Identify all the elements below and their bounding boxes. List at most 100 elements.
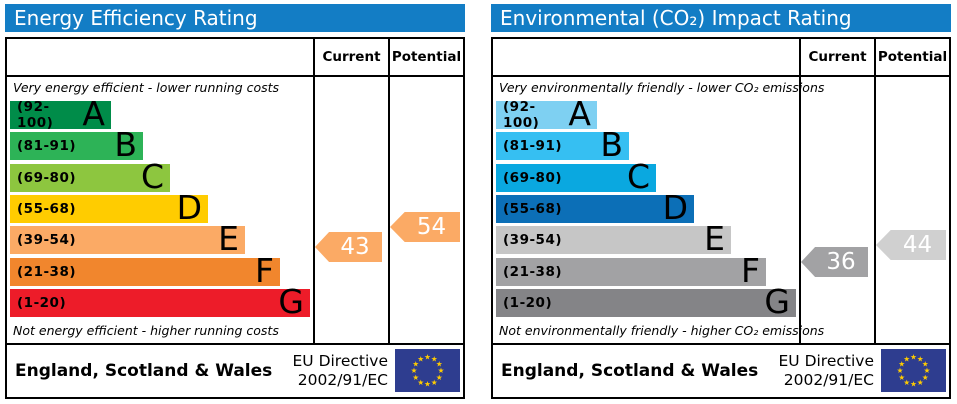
svg-text:★: ★ <box>922 373 929 382</box>
svg-text:★: ★ <box>922 359 929 368</box>
current-column-header: Current <box>808 49 867 65</box>
header-divider <box>7 75 463 77</box>
svg-text:★: ★ <box>910 353 917 362</box>
band-range-label: (69-80) <box>17 170 77 186</box>
eu-directive-line1: EU Directive <box>292 352 389 370</box>
svg-text:★: ★ <box>417 378 424 387</box>
rating-chart: Current Potential Very environmentally f… <box>493 39 949 345</box>
band-range-label: (81-91) <box>17 138 77 154</box>
current-rating-arrow: 36 <box>801 247 868 277</box>
panel-title: Energy Efficiency Rating <box>5 4 465 32</box>
environmental-impact-panel: Environmental (CO₂) Impact Rating Curren… <box>491 4 951 399</box>
band-letter: B <box>600 124 623 164</box>
band-range-label: (55-68) <box>17 201 77 217</box>
rating-chart-frame: Current Potential Very environmentally f… <box>491 37 951 399</box>
eu-directive-line2: 2002/91/EC <box>297 371 388 389</box>
region-label: England, Scotland & Wales <box>15 361 273 381</box>
rating-chart-frame: Current Potential Very energy efficient … <box>5 37 465 399</box>
band-range-label: (21-38) <box>17 264 77 280</box>
svg-text:★: ★ <box>910 380 917 389</box>
band-range-label: (21-38) <box>503 264 563 280</box>
rating-band-a: (92-100) A <box>496 93 597 133</box>
band-range-label: (69-80) <box>503 170 563 186</box>
band-letter: F <box>255 250 274 290</box>
svg-text:★: ★ <box>436 373 443 382</box>
rating-band-c: (69-80) C <box>10 156 170 196</box>
svg-text:★: ★ <box>903 355 910 364</box>
band-letter: F <box>741 250 760 290</box>
current-column-divider <box>799 39 801 343</box>
rating-chart: Current Potential Very energy efficient … <box>7 39 463 345</box>
rating-band-e: (39-54) E <box>10 218 245 258</box>
svg-text:★: ★ <box>431 378 438 387</box>
rating-band-b: (81-91) B <box>496 124 629 164</box>
top-note: Very environmentally friendly - lower CO… <box>499 80 825 95</box>
chart-footer: England, Scotland & Wales EU Directive 2… <box>493 345 949 397</box>
svg-text:★: ★ <box>917 355 924 364</box>
potential-column-divider <box>388 39 390 343</box>
svg-text:★: ★ <box>897 366 904 375</box>
bottom-note: Not energy efficient - higher running co… <box>13 323 279 338</box>
band-range-label: (1-20) <box>503 295 553 311</box>
svg-text:★: ★ <box>412 359 419 368</box>
svg-text:★: ★ <box>898 373 905 382</box>
band-range-label: (92-100) <box>17 99 54 131</box>
band-letter: G <box>764 281 790 321</box>
svg-text:★: ★ <box>436 359 443 368</box>
top-note: Very energy efficient - lower running co… <box>13 80 280 95</box>
rating-band-d: (55-68) D <box>10 187 208 227</box>
band-range-label: (1-20) <box>17 295 67 311</box>
band-letter: E <box>218 218 239 258</box>
svg-text:★: ★ <box>411 366 418 375</box>
band-letter: C <box>140 156 164 196</box>
svg-text:★: ★ <box>431 355 438 364</box>
current-column-divider <box>313 39 315 343</box>
svg-text:★: ★ <box>412 373 419 382</box>
bottom-note: Not environmentally friendly - higher CO… <box>499 323 825 338</box>
current-column-header: Current <box>322 49 381 65</box>
potential-rating-arrow: 54 <box>390 212 460 242</box>
energy-efficiency-panel: Energy Efficiency Rating Current Potenti… <box>5 4 465 399</box>
band-letter: B <box>114 124 137 164</box>
eu-flag-icon: ★ ★★★★★★★★★★★ <box>395 349 460 392</box>
svg-text:★: ★ <box>424 353 431 362</box>
rating-band-f: (21-38) F <box>496 250 766 290</box>
band-letter: A <box>82 93 105 133</box>
svg-text:★: ★ <box>424 380 431 389</box>
band-letter: A <box>568 93 591 133</box>
panel-title: Environmental (CO₂) Impact Rating <box>491 4 951 32</box>
band-range-label: (39-54) <box>17 232 77 248</box>
header-divider <box>493 75 949 77</box>
rating-band-c: (69-80) C <box>496 156 656 196</box>
rating-band-b: (81-91) B <box>10 124 143 164</box>
band-range-label: (55-68) <box>503 201 563 217</box>
band-letter: G <box>278 281 304 321</box>
band-letter: D <box>176 187 202 227</box>
svg-text:★: ★ <box>898 359 905 368</box>
svg-text:★: ★ <box>924 366 931 375</box>
band-letter: D <box>662 187 688 227</box>
region-label: England, Scotland & Wales <box>501 361 759 381</box>
band-letter: C <box>626 156 650 196</box>
potential-rating-arrow: 44 <box>876 230 946 260</box>
svg-text:★: ★ <box>417 355 424 364</box>
svg-text:★: ★ <box>917 378 924 387</box>
rating-band-e: (39-54) E <box>496 218 731 258</box>
eu-directive-line2: 2002/91/EC <box>783 371 874 389</box>
chart-footer: England, Scotland & Wales EU Directive 2… <box>7 345 463 397</box>
rating-band-f: (21-38) F <box>10 250 280 290</box>
rating-band-g: (1-20) G <box>496 281 796 321</box>
band-range-label: (92-100) <box>503 99 540 131</box>
rating-band-g: (1-20) G <box>10 281 310 321</box>
eu-directive-label: EU Directive 2002/91/EC <box>293 352 389 390</box>
potential-column-header: Potential <box>877 49 948 65</box>
eu-flag-icon: ★ ★★★★★★★★★★★ <box>881 349 946 392</box>
potential-column-header: Potential <box>391 49 462 65</box>
svg-text:★: ★ <box>438 366 445 375</box>
rating-band-d: (55-68) D <box>496 187 694 227</box>
svg-text:★: ★ <box>903 378 910 387</box>
band-range-label: (39-54) <box>503 232 563 248</box>
current-rating-arrow: 43 <box>315 232 382 262</box>
eu-directive-line1: EU Directive <box>778 352 875 370</box>
band-letter: E <box>704 218 725 258</box>
